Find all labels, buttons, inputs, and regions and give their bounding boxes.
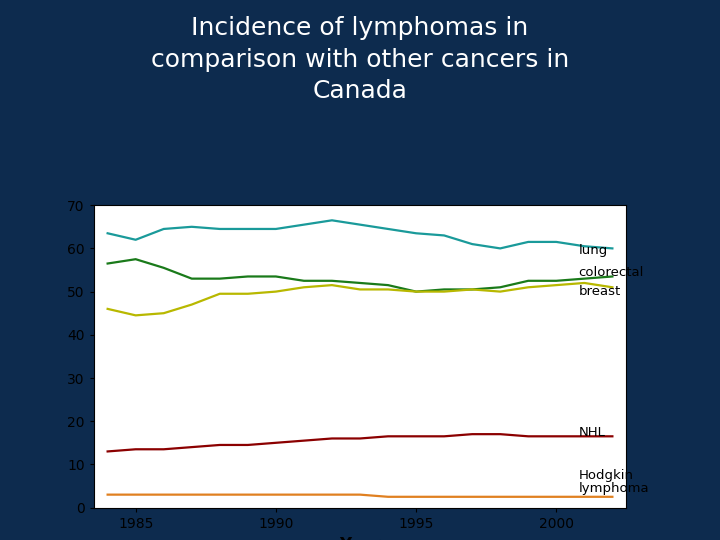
Text: Hodgkin: Hodgkin [579, 469, 634, 482]
Text: lung: lung [579, 244, 608, 257]
Text: breast: breast [579, 285, 621, 298]
Text: colorectal: colorectal [579, 266, 644, 279]
X-axis label: Year: Year [339, 536, 381, 540]
Text: lymphoma: lymphoma [579, 482, 649, 495]
Text: NHL: NHL [579, 426, 606, 438]
Text: Incidence of lymphomas in
comparison with other cancers in
Canada: Incidence of lymphomas in comparison wit… [151, 16, 569, 103]
